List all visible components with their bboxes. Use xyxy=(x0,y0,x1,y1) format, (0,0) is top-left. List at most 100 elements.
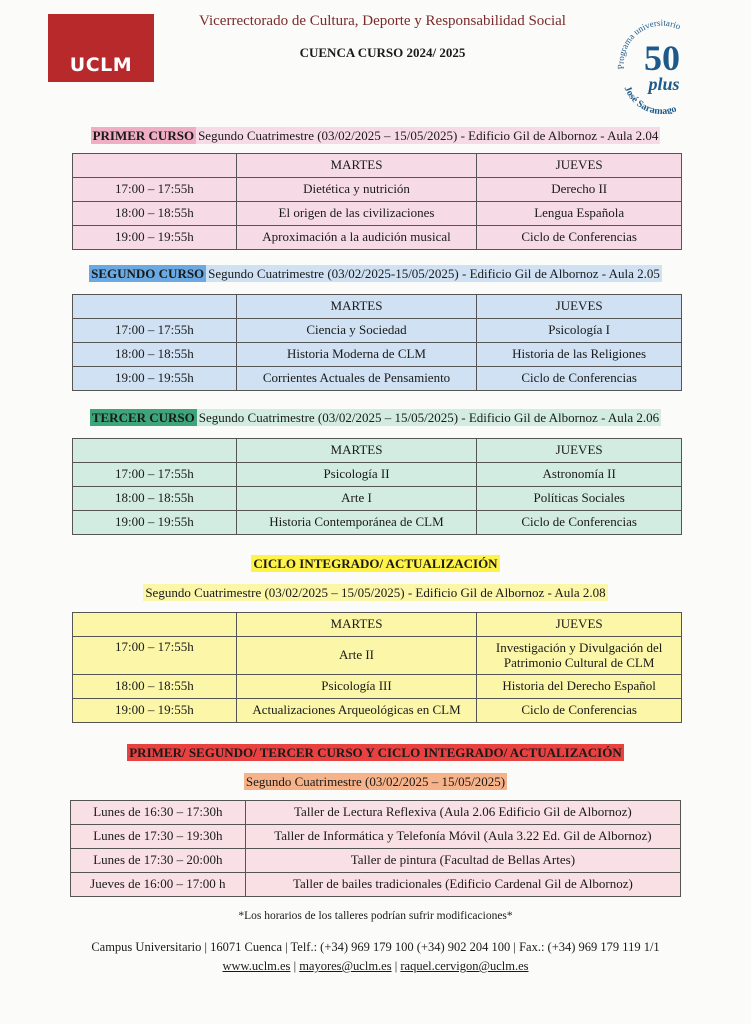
email-raquel-link[interactable]: raquel.cervigon@uclm.es xyxy=(400,959,529,973)
activity-cell: Astronomía II xyxy=(476,462,682,487)
activity-cell: Historia Contemporánea de CLM xyxy=(235,510,478,535)
table-header-row: MARTES JUEVES xyxy=(72,438,682,463)
column-header: JUEVES xyxy=(476,612,682,637)
table-row: Lunes de 17:30 – 19:30h Taller de Informá… xyxy=(70,824,682,849)
activity-cell: Investigación y Divulgación del Patrimon… xyxy=(476,636,682,675)
table-row: Lunes de 16:30 – 17:30h Taller de Lectura… xyxy=(70,800,682,825)
activity-cell: Aproximación a la audición musical xyxy=(235,225,478,250)
time-cell: 17:00 – 17:55h xyxy=(72,177,237,202)
time-cell: Lunes de 16:30 – 17:30h xyxy=(70,800,246,825)
table-row: 18:00 – 18:55h Arte I Políticas Sociales xyxy=(72,486,682,511)
section-heading: PRIMER CURSO Segundo Cuatrimestre (03/02/… xyxy=(0,127,751,144)
activity-cell: Psicología III xyxy=(235,674,478,699)
activity-cell: Taller de Informática y Telefonía Móvil … xyxy=(244,824,682,849)
activity-cell: Lengua Española xyxy=(476,201,682,226)
footer-contact: Campus Universitario | 16071 Cuenca | Te… xyxy=(91,940,660,954)
schedule-table: MARTES JUEVES 17:00 – 17:55h Ciencia y Soci… xyxy=(72,294,682,391)
uclm-logo: UCLM xyxy=(48,14,154,82)
column-header: MARTES xyxy=(235,438,478,463)
table-row: Lunes de 17:30 – 20:00h Taller de pintura… xyxy=(70,848,682,873)
activity-cell: Actualizaciones Arqueológicas en CLM xyxy=(235,698,478,723)
separator: | xyxy=(290,959,300,973)
table-row: 18:00 – 18:55h Psicología III Historia del… xyxy=(72,674,682,699)
column-header: JUEVES xyxy=(476,153,682,178)
activity-cell: Ciclo de Conferencias xyxy=(476,366,682,391)
time-cell: 17:00 – 17:55h xyxy=(72,318,237,343)
section-label: CICLO INTEGRADO/ ACTUALIZACIÓN xyxy=(251,555,500,572)
schedule-table: Lunes de 16:30 – 17:30h Taller de Lectura… xyxy=(70,800,682,897)
activity-cell: Ciclo de Conferencias xyxy=(476,510,682,535)
section-subtitle: Segundo Cuatrimestre (03/02/2025 – 15/05… xyxy=(196,409,662,426)
activity-cell: Psicología I xyxy=(476,318,682,343)
activity-cell: Dietética y nutrición xyxy=(235,177,478,202)
section-subheading: Segundo Cuatrimestre (03/02/2025 – 15/05… xyxy=(0,773,751,790)
vicerrectorado-title: Vicerrectorado de Cultura, Deporte y Res… xyxy=(199,13,566,29)
activity-cell: Arte II xyxy=(235,636,478,675)
section-heading: TERCER CURSO Segundo Cuatrimestre (03/02/… xyxy=(0,409,751,426)
table-row: 18:00 – 18:55h El origen de las civilizac… xyxy=(72,201,682,226)
separator: | xyxy=(391,959,401,973)
column-header xyxy=(72,612,237,637)
uclm-logo-text: UCLM xyxy=(69,54,133,76)
activity-cell: Políticas Sociales xyxy=(476,486,682,511)
schedule-table: MARTES JUEVES 17:00 – 17:55h Psicología II A… xyxy=(72,438,682,535)
column-header xyxy=(72,438,237,463)
time-cell: Lunes de 17:30 – 19:30h xyxy=(70,824,246,849)
activity-cell: Historia del Derecho Español xyxy=(476,674,682,699)
web-link[interactable]: www.uclm.es xyxy=(222,959,291,973)
activity-cell: Arte I xyxy=(235,486,478,511)
activity-cell: Derecho II xyxy=(476,177,682,202)
activity-cell: El origen de las civilizaciones xyxy=(235,201,478,226)
activity-cell: Ciclo de Conferencias xyxy=(476,225,682,250)
section-subtitle: Segundo Cuatrimestre (03/02/2025 – 15/05… xyxy=(196,127,661,144)
table-header-row: MARTES JUEVES xyxy=(72,153,682,178)
section-label: PRIMER/ SEGUNDO/ TERCER CURSO Y CICLO IN… xyxy=(127,744,624,761)
badge-plus: plus xyxy=(646,74,679,94)
activity-cell: Historia Moderna de CLM xyxy=(235,342,478,367)
activity-cell: Taller de pintura (Facultad de Bellas Ar… xyxy=(244,848,682,873)
section-heading: PRIMER/ SEGUNDO/ TERCER CURSO Y CICLO IN… xyxy=(0,744,751,761)
footer-note: *Los horarios de los talleres podrían su… xyxy=(238,910,513,922)
activity-cell: Historia de las Religiones xyxy=(476,342,682,367)
section-subtitle: Segundo Cuatrimestre (03/02/2025 – 15/05… xyxy=(243,773,508,790)
badge-number: 50 xyxy=(644,38,680,78)
time-cell: 19:00 – 19:55h xyxy=(72,366,237,391)
activity-cell: Corrientes Actuales de Pensamiento xyxy=(235,366,478,391)
time-cell: 18:00 – 18:55h xyxy=(72,674,237,699)
table-row: 17:00 – 17:55h Psicología II Astronomía II xyxy=(72,462,682,487)
time-cell: 17:00 – 17:55h xyxy=(72,462,237,487)
section-label: SEGUNDO CURSO xyxy=(89,265,207,282)
column-header xyxy=(72,153,237,178)
time-cell: 18:00 – 18:55h xyxy=(72,201,237,226)
time-cell: 18:00 – 18:55h xyxy=(72,342,237,367)
footer-links: www.uclm.es | mayores@uclm.es | raquel.c… xyxy=(0,959,751,974)
activity-cell: Taller de bailes tradicionales (Edificio… xyxy=(244,872,682,897)
table-header-row: MARTES JUEVES xyxy=(72,294,682,319)
time-cell: 18:00 – 18:55h xyxy=(72,486,237,511)
column-header: JUEVES xyxy=(476,294,682,319)
time-cell: 19:00 – 19:55h xyxy=(72,225,237,250)
column-header: MARTES xyxy=(235,294,478,319)
section-heading: CICLO INTEGRADO/ ACTUALIZACIÓN xyxy=(0,555,751,572)
table-row: 19:00 – 19:55h Historia Contemporánea de … xyxy=(72,510,682,535)
section-subtitle: Segundo Cuatrimestre (03/02/2025-15/05/2… xyxy=(206,265,662,282)
column-header: MARTES xyxy=(235,153,478,178)
email-mayores-link[interactable]: mayores@uclm.es xyxy=(299,959,392,973)
time-cell: 17:00 – 17:55h xyxy=(72,636,237,675)
table-row: Jueves de 16:00 – 17:00 h Taller de baile… xyxy=(70,872,682,897)
table-row: 18:00 – 18:55h Historia Moderna de CLM His… xyxy=(72,342,682,367)
section-subtitle: Segundo Cuatrimestre (03/02/2025 – 15/05… xyxy=(143,584,608,601)
time-cell: Jueves de 16:00 – 17:00 h xyxy=(70,872,246,897)
table-row: 17:00 – 17:55h Dietética y nutrición Derec… xyxy=(72,177,682,202)
time-cell: Lunes de 17:30 – 20:00h xyxy=(70,848,246,873)
time-cell: 19:00 – 19:55h xyxy=(72,510,237,535)
table-row: 19:00 – 19:55h Corrientes Actuales de Pen… xyxy=(72,366,682,391)
50-plus-badge-logo: Programa universitario José Saramago 50 … xyxy=(616,18,683,114)
section-label: PRIMER CURSO xyxy=(90,127,197,144)
time-cell: 19:00 – 19:55h xyxy=(72,698,237,723)
table-header-row: MARTES JUEVES xyxy=(72,612,682,637)
schedule-table: MARTES JUEVES 17:00 – 17:55h Dietética y nu… xyxy=(72,153,682,250)
activity-cell: Taller de Lectura Reflexiva (Aula 2.06 E… xyxy=(244,800,682,825)
section-subheading: Segundo Cuatrimestre (03/02/2025 – 15/05… xyxy=(0,584,751,601)
column-header xyxy=(72,294,237,319)
